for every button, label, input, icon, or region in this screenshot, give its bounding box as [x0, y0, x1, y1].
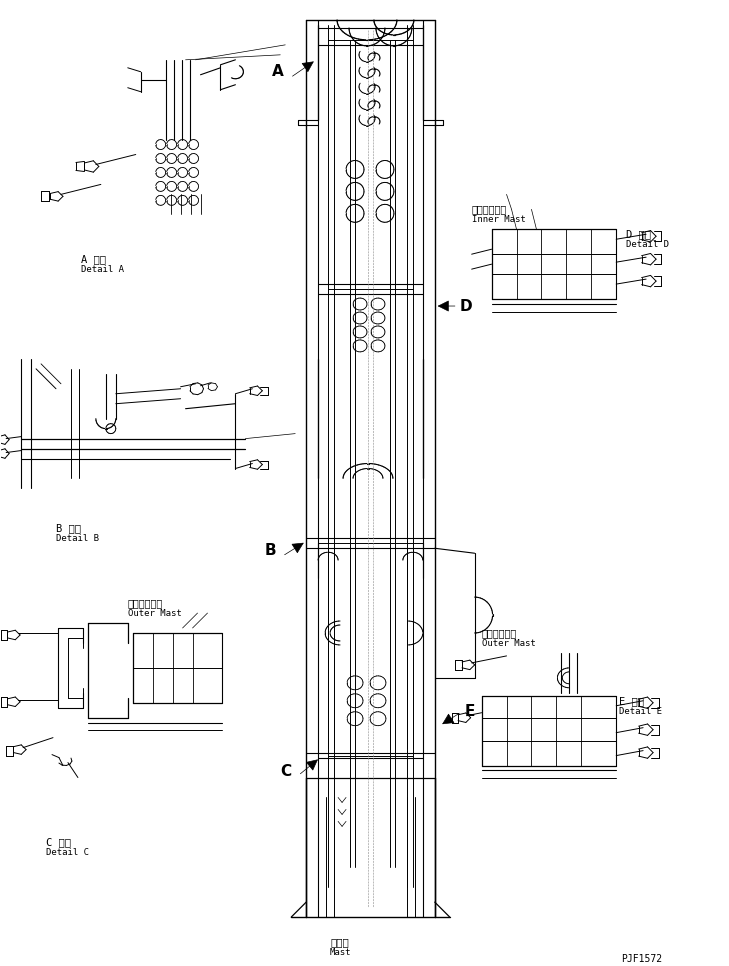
- Text: Detail D: Detail D: [626, 241, 669, 249]
- Text: B: B: [265, 543, 276, 557]
- Text: Inner Mast: Inner Mast: [472, 215, 526, 224]
- Text: Detail B: Detail B: [56, 534, 99, 543]
- Text: C: C: [281, 764, 292, 779]
- Text: Detail C: Detail C: [46, 848, 89, 857]
- Text: D: D: [459, 298, 472, 314]
- Text: E 詳細: E 詳細: [619, 696, 644, 706]
- Text: D 詳細: D 詳細: [626, 229, 651, 240]
- Text: E: E: [464, 704, 475, 720]
- Text: マスト: マスト: [331, 937, 349, 947]
- Text: Detail A: Detail A: [81, 265, 124, 274]
- Text: A: A: [273, 65, 284, 79]
- Text: アウタマスト: アウタマスト: [128, 598, 163, 608]
- Text: B 詳細: B 詳細: [56, 524, 81, 533]
- Text: インナマスト: インナマスト: [472, 205, 507, 214]
- Text: Detail E: Detail E: [619, 707, 662, 716]
- Text: A 詳細: A 詳細: [81, 254, 106, 264]
- Text: PJF1572: PJF1572: [621, 954, 663, 964]
- Text: Outer Mast: Outer Mast: [482, 639, 535, 648]
- Text: アウタマスト: アウタマスト: [482, 628, 517, 638]
- Text: Outer Mast: Outer Mast: [128, 609, 182, 618]
- Text: Mast: Mast: [330, 948, 351, 957]
- Text: C 詳細: C 詳細: [46, 838, 71, 847]
